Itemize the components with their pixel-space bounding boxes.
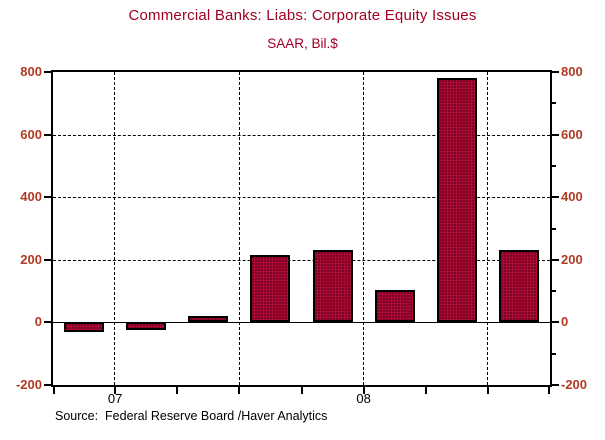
y-axis-label-right: 600: [561, 126, 583, 142]
chart-title: Commercial Banks: Liabs: Corporate Equit…: [128, 7, 477, 24]
x-axis-tick: [300, 387, 303, 394]
y-axis-label-right: -200: [561, 377, 588, 392]
bar-2007-q2: [188, 316, 229, 323]
bar-2007-q1: [126, 322, 167, 331]
y-axis-tick-right: [552, 258, 559, 261]
y-axis-label-left: 600: [20, 126, 42, 142]
source-note: Source: Federal Reserve Board /Haver Ana…: [55, 409, 328, 423]
x-axis-tick: [362, 387, 365, 394]
y-axis-tick-right: [552, 71, 559, 73]
x-axis-tick: [548, 387, 550, 394]
y-axis-tick-right: [552, 321, 559, 324]
y-axis-tick-left: [44, 196, 51, 199]
y-axis-tick-right: [552, 133, 559, 136]
v-gridline: [114, 72, 116, 385]
h-gridline: [53, 197, 550, 199]
y-axis-minor-tick-right: [552, 227, 556, 230]
y-axis-tick-right: [552, 384, 559, 386]
zero-line: [53, 321, 550, 324]
y-axis-minor-tick-right: [552, 352, 556, 355]
y-axis-label-right: 800: [561, 64, 583, 79]
x-year-label-07: 07: [107, 391, 123, 406]
y-axis-tick-left: [44, 258, 51, 261]
y-axis-tick-left: [44, 384, 51, 386]
plot-area: 800 800 600 600 400 400 200 200 0 0 -200 -200 07 08: [16, 65, 587, 407]
h-gridline: [53, 259, 550, 261]
v-gridline: [238, 72, 240, 385]
v-gridline: [487, 72, 489, 385]
h-gridline: [53, 134, 550, 136]
y-axis-label-left: 0: [34, 314, 42, 330]
y-axis-label-left: 800: [20, 64, 42, 79]
bar-2007-q3: [250, 255, 291, 323]
y-axis-label-left: 400: [20, 189, 42, 205]
x-axis-tick: [424, 387, 427, 394]
bar-2008-q3: [498, 250, 539, 323]
y-axis-tick-left: [44, 321, 51, 324]
x-axis-tick: [176, 387, 179, 394]
y-axis-label-left: 200: [20, 251, 42, 267]
v-gridline: [362, 72, 364, 385]
y-axis-minor-tick-right: [552, 164, 556, 167]
y-axis-tick-left: [44, 133, 51, 136]
x-year-label-08: 08: [356, 391, 371, 406]
chart-subtitle: SAAR, Bil.$: [267, 36, 338, 51]
y-axis-label-right: 200: [561, 251, 583, 267]
x-axis-tick: [53, 387, 55, 394]
bar-2007-q4: [312, 250, 353, 323]
bar-2008-q2: [436, 78, 477, 323]
y-axis-label-left: -200: [15, 377, 42, 392]
x-axis-tick: [114, 387, 117, 394]
bar-2006-q4: [64, 322, 105, 332]
x-axis-tick: [486, 387, 489, 394]
y-axis-minor-tick-right: [552, 290, 556, 293]
y-axis-tick-left: [44, 71, 51, 73]
y-axis-label-right: 400: [561, 189, 583, 205]
bar-2008-q1: [374, 289, 415, 323]
x-axis-tick: [238, 387, 241, 394]
y-axis-tick-right: [552, 196, 559, 199]
y-axis-minor-tick-right: [552, 102, 556, 105]
y-axis-label-right: 0: [561, 314, 569, 330]
